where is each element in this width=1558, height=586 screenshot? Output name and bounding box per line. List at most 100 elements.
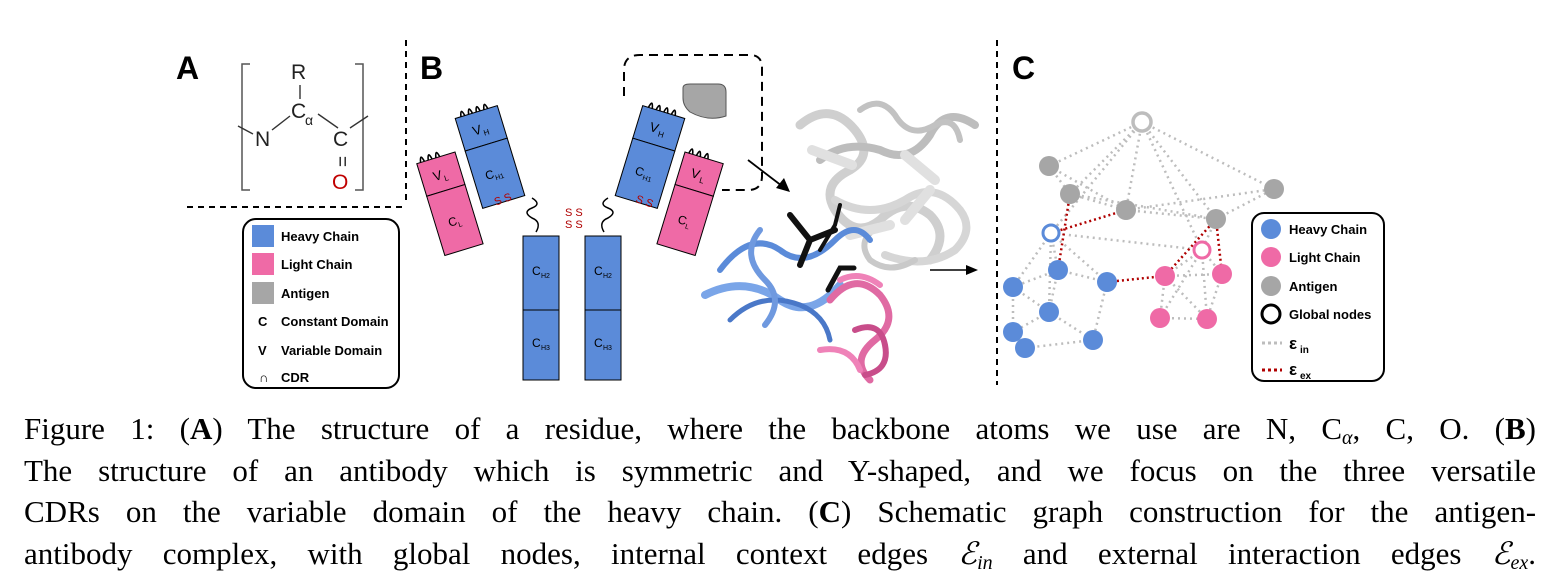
legend-b-frame (242, 218, 400, 389)
right-arm-disulfide: S S (634, 193, 655, 210)
antigen-node (1060, 184, 1080, 204)
internal-edge (1069, 121, 1143, 195)
left-heavy-cdr-loops (459, 103, 489, 117)
panel-a-letter: A (176, 50, 199, 86)
left-light-cdr-loops (419, 151, 441, 163)
left-ch2-label: C (532, 264, 541, 278)
caption-figure-label: Figure 1: (24, 411, 155, 446)
to-graph-arrow-head (966, 265, 978, 275)
internal-edge (1050, 232, 1108, 283)
caption-line-1: Figure 1: (A) The structure of a residue… (24, 411, 1536, 449)
caption-line-4-mid: and external interaction edges (1022, 535, 1462, 571)
caption-line-2: The structure of an antibody which is sy… (24, 452, 1536, 488)
legend-c-swatch-global (1260, 303, 1282, 325)
figure-1-illustration: A R N C α C = O Heavy Chain Light Chain … (176, 40, 1385, 389)
atom-c: C (333, 128, 348, 151)
legend-b-label-light: Light Chain (281, 257, 353, 272)
left-bracket (241, 63, 250, 191)
bond-n-left (237, 125, 254, 135)
right-cl-sub: L (684, 223, 690, 231)
right-light-cdr-loops (688, 148, 709, 160)
internal-edge (1069, 192, 1217, 221)
internal-edge (1125, 187, 1275, 212)
caption-a-end: , C, O. (1352, 411, 1470, 446)
left-vl-sub: L (443, 173, 450, 183)
legend-b-label-variable: Variable Domain (281, 343, 382, 358)
internal-edge (1048, 164, 1127, 212)
antigen-node (1206, 209, 1226, 229)
internal-edge (1050, 231, 1203, 252)
right-vl-sub: L (698, 176, 705, 186)
right-vh-sub: H (657, 130, 665, 140)
internal-edge (1141, 120, 1275, 191)
antigen-ribbon (795, 100, 979, 271)
heavy-node (1097, 272, 1117, 292)
panel-c-graph: C (1003, 50, 1284, 358)
legend-b-label-constant: Constant Domain (281, 314, 389, 329)
heavy-chain-ribbon (701, 203, 873, 343)
legend-b-label-antigen: Antigen (281, 286, 329, 301)
legend-b-symbol-variable: V (258, 343, 267, 358)
antigen-node (1116, 200, 1136, 220)
right-ch1-domain (614, 137, 676, 210)
panel-b-antibody: B V L C L V H C H1 V H C (416, 50, 790, 381)
left-arm-disulfide: S S (493, 191, 514, 208)
legend-c-swatch-heavy (1261, 219, 1281, 239)
left-ch3-domain (522, 309, 560, 381)
right-ch3-sub: H3 (603, 345, 612, 352)
global-node (1131, 111, 1153, 133)
caption-ref-b: B (1504, 411, 1526, 446)
legend-b-swatch-antigen (252, 282, 274, 304)
internal-edge (1047, 232, 1053, 313)
internal-edge (1012, 268, 1059, 289)
caption-a-text: The structure of a residue, where the ba… (247, 411, 1342, 446)
legend-b-swatch-heavy (252, 225, 274, 247)
panel-a-residue: A R N C α C = O (176, 40, 407, 208)
antigen-node (1264, 179, 1284, 199)
caption-line-4-end: . (1528, 535, 1536, 571)
legend-b-label-cdr: CDR (281, 370, 310, 385)
left-ch3-sub: H3 (541, 345, 550, 352)
legend-b-symbol-cdr: ∩ (259, 370, 268, 385)
internal-edge (1141, 121, 1217, 220)
right-arm: V H C H1 V L C L (614, 102, 724, 257)
left-cl-domain (426, 183, 484, 257)
legend-c-sub-external-edge: ex (1300, 371, 1312, 382)
left-ch1-sub: H1 (495, 173, 506, 182)
heavy-node (1003, 322, 1023, 342)
caption-e-ex-sub: ex (1510, 551, 1529, 574)
legend-c-label-antigen: Antigen (1289, 279, 1337, 294)
complex-3d-structure (701, 100, 979, 384)
right-bracket (355, 63, 364, 191)
left-arm: V L C L V H C H1 (416, 103, 526, 257)
light-node (1197, 309, 1217, 329)
internal-edge (1164, 275, 1208, 320)
atom-o: O (332, 171, 348, 194)
right-ch3-label: C (594, 336, 603, 350)
legend-c-sub-internal-edge: in (1300, 345, 1309, 356)
caption-line-4: antibody complex, with global nodes, int… (24, 533, 1536, 575)
right-ch3-domain (584, 309, 622, 381)
caption-line-4-start: antibody complex, with global nodes, int… (24, 535, 929, 571)
legend-c-swatch-light (1261, 247, 1281, 267)
right-heavy-cdr-loops (647, 102, 677, 116)
global-node (1041, 223, 1061, 243)
atom-n: N (255, 128, 270, 151)
internal-edge (1200, 249, 1209, 320)
light-chain-ribbon (817, 265, 893, 384)
left-ch2-sub: H2 (541, 273, 550, 280)
atom-c-alpha: C (291, 100, 306, 123)
atom-r: R (291, 61, 306, 84)
right-ch2-label: C (594, 264, 603, 278)
internal-edge (1024, 338, 1094, 350)
heavy-node (1003, 277, 1023, 297)
left-cl-sub: L (458, 221, 464, 229)
heavy-node (1048, 260, 1068, 280)
legend-b-swatch-light (252, 253, 274, 275)
caption-e-in-symbol: ℰ (958, 535, 978, 571)
zoom-arrow-head (776, 178, 790, 192)
heavy-node (1015, 338, 1035, 358)
legend-c-swatch-antigen (1261, 276, 1281, 296)
legend-c-label-heavy: Heavy Chain (1289, 222, 1367, 237)
global-node (1192, 240, 1212, 260)
